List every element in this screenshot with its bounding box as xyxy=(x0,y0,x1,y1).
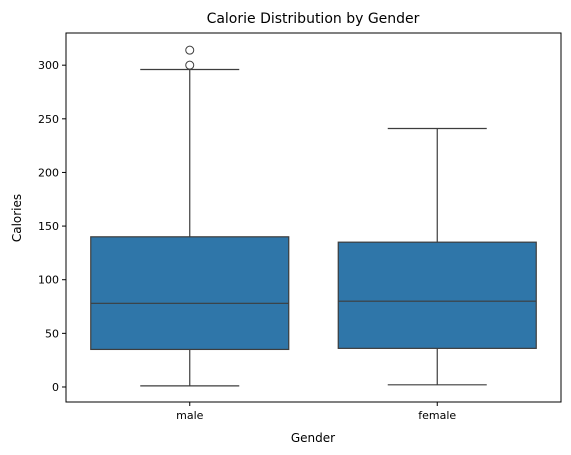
box-male xyxy=(91,237,289,350)
y-tick-label-150: 150 xyxy=(38,220,59,233)
outlier-male-1 xyxy=(186,46,194,54)
y-tick-label-0: 0 xyxy=(52,381,59,394)
x-tick-label-female: female xyxy=(418,409,456,422)
outlier-male-0 xyxy=(186,61,194,69)
x-tick-label-male: male xyxy=(176,409,204,422)
y-axis-label: Calories xyxy=(10,194,24,242)
y-tick-label-250: 250 xyxy=(38,113,59,126)
x-axis-label: Gender xyxy=(291,431,335,445)
chart-title: Calorie Distribution by Gender xyxy=(207,11,420,27)
y-tick-label-50: 50 xyxy=(45,327,59,340)
y-tick-label-100: 100 xyxy=(38,274,59,287)
box-female xyxy=(338,242,536,348)
plot-area: male female 0 50 100 150 200 250 300 xyxy=(38,33,561,422)
y-tick-label-300: 300 xyxy=(38,59,59,72)
y-tick-label-200: 200 xyxy=(38,166,59,179)
